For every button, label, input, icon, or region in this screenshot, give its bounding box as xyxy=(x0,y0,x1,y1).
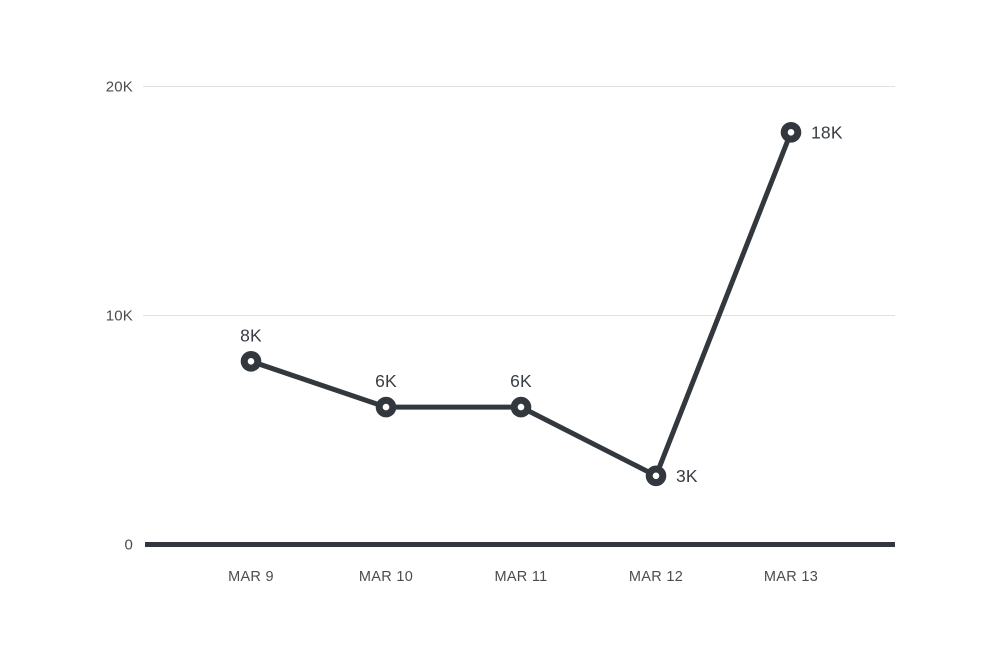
y-axis-tick-label-10k: 10K xyxy=(106,308,133,325)
y-axis-tick-label-20k: 20K xyxy=(106,79,133,96)
x-axis-label-mar-12: MAR 12 xyxy=(629,569,683,585)
x-axis-label-mar-10: MAR 10 xyxy=(359,569,413,585)
data-point-value-label: 6K xyxy=(375,371,397,391)
data-point-marker-mar-11[interactable] xyxy=(510,396,532,418)
data-point-value-label: 6K xyxy=(510,371,532,391)
data-point-marker-mar-13[interactable] xyxy=(780,122,802,143)
data-point-value-label: 8K xyxy=(240,325,262,345)
x-axis-label-mar-11: MAR 11 xyxy=(494,569,547,585)
data-point-value-label: 3K xyxy=(676,466,698,486)
data-point-value-label: 18K xyxy=(811,122,843,142)
data-point-marker-mar-9[interactable] xyxy=(240,351,262,372)
data-line xyxy=(248,129,794,479)
x-axis-label-mar-13: MAR 13 xyxy=(764,569,818,585)
data-point-marker-mar-10[interactable] xyxy=(375,396,397,418)
data-point-marker-mar-12[interactable] xyxy=(645,465,667,487)
y-axis-tick-label-0: 0 xyxy=(124,537,133,554)
x-axis-label-mar-9: MAR 9 xyxy=(228,569,274,585)
